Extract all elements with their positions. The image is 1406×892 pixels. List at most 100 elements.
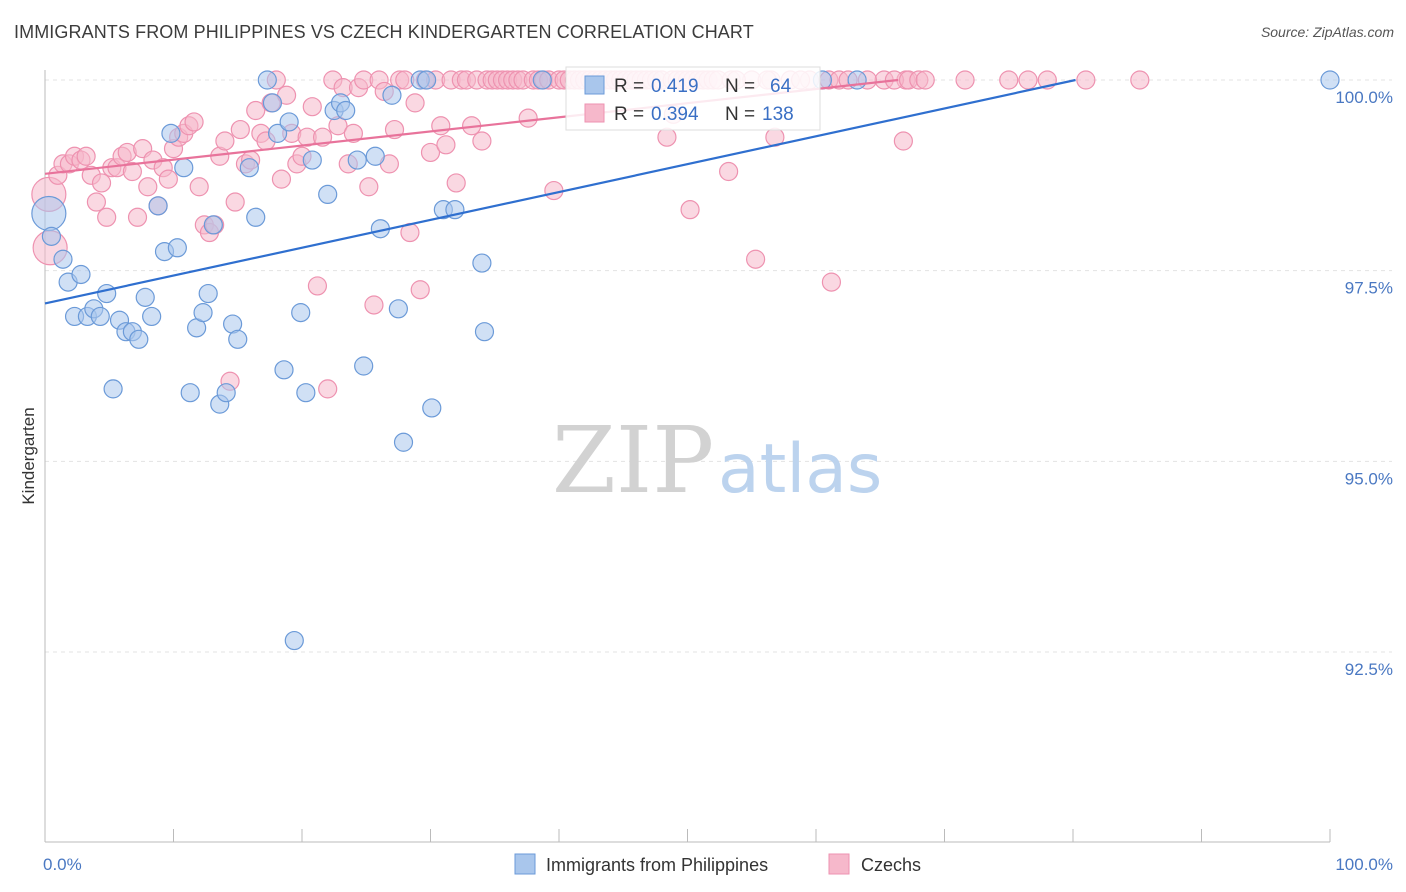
axis-layer <box>44 70 1331 843</box>
philippines-point <box>291 303 311 323</box>
legend: Immigrants from Philippines Czechs <box>514 853 921 875</box>
czechs-point <box>127 207 148 227</box>
philippines-point <box>388 299 408 319</box>
legend-label-philippines: Immigrants from Philippines <box>546 855 768 875</box>
czechs-point <box>271 169 292 189</box>
stats-r-value-1: 0.419 <box>651 76 699 97</box>
stats-n-label-2: N = <box>725 104 755 125</box>
czechs-point <box>999 70 1019 90</box>
philippines-point <box>274 360 294 380</box>
philippines-point <box>239 158 259 178</box>
czechs-point <box>680 200 700 220</box>
czechs-point <box>446 173 466 193</box>
philippines-point <box>198 283 218 304</box>
philippines-trend-line <box>44 78 1076 305</box>
chart-source: Source: ZipAtlas.com <box>1260 24 1394 40</box>
philippines-point <box>103 379 123 399</box>
czechs-point <box>410 280 430 300</box>
y-axis-label: Kindergarten <box>19 407 38 504</box>
czechs-point <box>122 161 142 182</box>
stats-r-label-2: R = <box>614 104 644 125</box>
watermark-atlas: atlas <box>718 430 882 509</box>
stats-n-value-1: 64 <box>770 76 792 97</box>
czechs-point <box>955 70 975 90</box>
czechs-point <box>364 295 384 315</box>
philippines-point <box>257 70 277 90</box>
philippines-point <box>393 432 414 452</box>
czechs-point <box>307 276 328 296</box>
philippines-point <box>216 383 236 403</box>
philippines-point <box>532 70 552 90</box>
stats-r-value-2: 0.394 <box>651 104 699 125</box>
legend-swatch-czechs <box>828 853 850 875</box>
philippines-point <box>382 85 402 105</box>
czechs-point <box>657 127 677 147</box>
philippines-point <box>71 264 91 285</box>
stats-swatch-pink <box>584 103 605 123</box>
philippines-point <box>97 283 117 304</box>
philippines-point <box>262 93 283 113</box>
philippines-point <box>53 249 73 269</box>
philippines-point <box>129 329 149 349</box>
philippines-point <box>279 112 299 132</box>
x-tick-label-max: 100.0% <box>1335 855 1393 874</box>
legend-swatch-philippines <box>514 853 536 875</box>
philippines-point <box>148 196 168 216</box>
czechs-point <box>138 177 158 197</box>
czechs-point <box>544 180 564 201</box>
czechs-point <box>1130 70 1150 90</box>
philippines-point <box>472 253 492 273</box>
philippines-point <box>167 238 187 258</box>
stats-n-label-1: N = <box>725 76 755 97</box>
philippines-point <box>90 306 110 327</box>
y-tick-label: 92.5% <box>1345 660 1393 679</box>
czechs-point <box>1076 70 1096 90</box>
philippines-point <box>1320 70 1340 90</box>
czechs-point <box>518 108 538 128</box>
czechs-point <box>436 135 456 155</box>
czechs-point <box>893 131 913 151</box>
legend-label-czechs: Czechs <box>861 855 921 875</box>
stats-n-value-2: 138 <box>762 104 794 125</box>
czechs-point <box>821 272 842 292</box>
philippines-point <box>246 207 266 227</box>
philippines-point <box>267 123 288 143</box>
czechs-point <box>97 207 117 227</box>
czechs-point <box>91 173 112 193</box>
philippines-point <box>161 123 181 143</box>
czechs-point <box>746 249 766 269</box>
stats-box: R = 0.419 N = 64 R = 0.394 N = 138 <box>565 66 821 131</box>
czechs-point <box>184 112 204 132</box>
philippines-point <box>354 356 374 376</box>
czechs-point <box>343 123 363 143</box>
czechs-point <box>359 177 379 197</box>
czechs-point <box>225 192 245 212</box>
philippines-point <box>302 150 322 170</box>
chart-title: IMMIGRANTS FROM PHILIPPINES VS CZECH KIN… <box>14 22 754 42</box>
y-tick-label: 95.0% <box>1345 469 1393 488</box>
philippines-point <box>284 630 304 651</box>
x-tick-label-min: 0.0% <box>43 855 82 874</box>
philippines-point <box>174 158 194 178</box>
czechs-point <box>302 97 322 117</box>
stats-r-label-1: R = <box>614 76 644 97</box>
czechs-point <box>915 70 935 90</box>
x-tick-labels: 0.0% 100.0% <box>43 855 1393 874</box>
czechs-point <box>420 142 441 163</box>
czechs-point <box>215 131 235 151</box>
philippines-point <box>31 195 67 232</box>
y-tick-label: 100.0% <box>1335 88 1393 107</box>
stats-swatch-blue <box>584 75 605 95</box>
philippines-point <box>135 287 155 307</box>
y-tick-label: 97.5% <box>1345 279 1393 298</box>
czechs-point <box>158 169 178 189</box>
czechs-point <box>76 146 96 166</box>
philippines-point <box>422 398 442 418</box>
philippines-point <box>474 322 495 342</box>
philippines-point <box>365 146 385 166</box>
czechs-point <box>189 177 209 197</box>
philippines-point <box>228 329 248 349</box>
czechs-point <box>1018 70 1038 90</box>
philippines-point <box>41 226 62 246</box>
